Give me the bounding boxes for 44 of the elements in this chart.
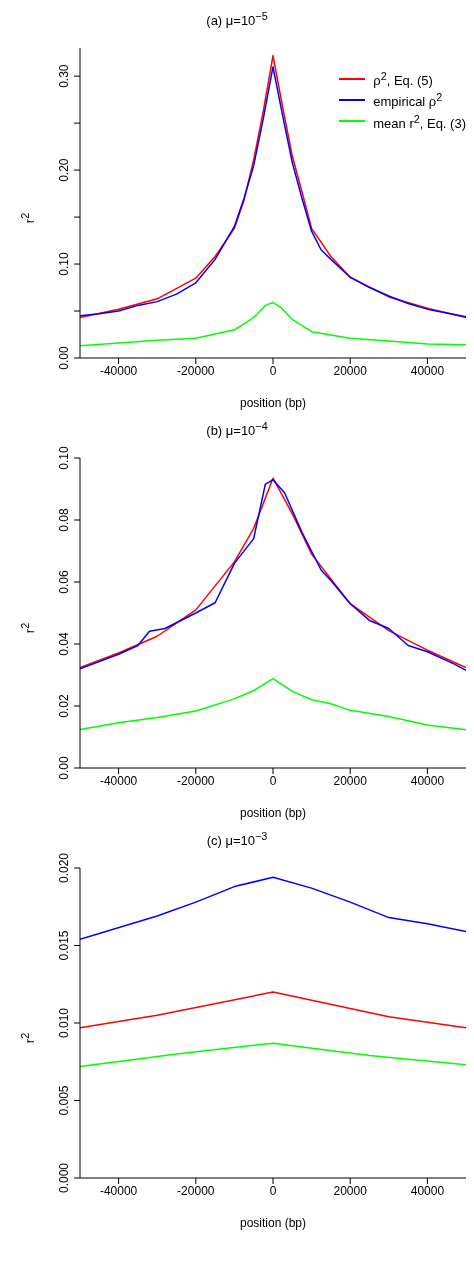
line-series: [80, 1042, 466, 1068]
x-tick-label: -40000: [99, 363, 138, 378]
x-tick-label: -40000: [99, 1183, 138, 1198]
legend-label: ρ$^{2}$, Eq. (5): [373, 69, 433, 90]
y-tick-label: 0.015: [57, 930, 71, 961]
y-tick-label: 0.00: [57, 346, 71, 370]
legend-label: mean r$^{2}$, Eq. (3): [373, 111, 466, 132]
y-tick-label: 0.10: [57, 446, 71, 470]
y-tick-label: 0.020: [57, 852, 71, 884]
x-tick-label: 20000: [333, 773, 368, 788]
line-series: [80, 876, 466, 941]
line-series: [80, 677, 466, 731]
y-tick-label: 0.30: [57, 64, 71, 88]
x-tick-label: 20000: [333, 1183, 368, 1198]
line-series: [80, 991, 466, 1029]
chart-title: (a) μ=10$^{−5}$: [206, 10, 268, 29]
y-tick-label: 0.02: [57, 694, 71, 718]
x-tick-label: 0: [269, 1183, 277, 1198]
x-tick-label: -20000: [177, 1183, 215, 1198]
x-tick-label: 40000: [410, 1183, 445, 1198]
x-tick-label: -40000: [99, 773, 138, 788]
y-tick-label: 0.00: [57, 756, 71, 780]
y-tick-label: 0.04: [57, 632, 71, 656]
y-tick-label: 0.10: [57, 252, 71, 276]
y-tick-label: 0.06: [57, 570, 71, 594]
x-tick-label: 40000: [410, 363, 445, 378]
x-tick-label: 0: [269, 773, 277, 788]
x-tick-label: 0: [269, 363, 277, 378]
x-tick-label: 40000: [410, 773, 445, 788]
chart-title: (c) μ=10$^{−3}$: [206, 830, 268, 849]
chart-title: (b) μ=10$^{−4}$: [206, 420, 268, 439]
line-series: [80, 301, 466, 347]
x-axis-title: position (bp): [239, 806, 307, 820]
x-tick-label: -20000: [177, 773, 215, 788]
y-tick-label: 0.20: [57, 158, 71, 182]
x-tick-label: 20000: [333, 363, 368, 378]
x-axis-title: position (bp): [239, 1216, 307, 1230]
x-tick-label: -20000: [177, 363, 215, 378]
legend-label: empirical ρ$^{2}$: [373, 90, 443, 111]
y-tick-label: 0.08: [57, 508, 71, 532]
y-tick-label: 0.010: [57, 1007, 71, 1039]
y-tick-label: 0.000: [57, 1162, 71, 1194]
x-axis-title: position (bp): [239, 396, 307, 410]
y-tick-label: 0.005: [57, 1085, 71, 1116]
